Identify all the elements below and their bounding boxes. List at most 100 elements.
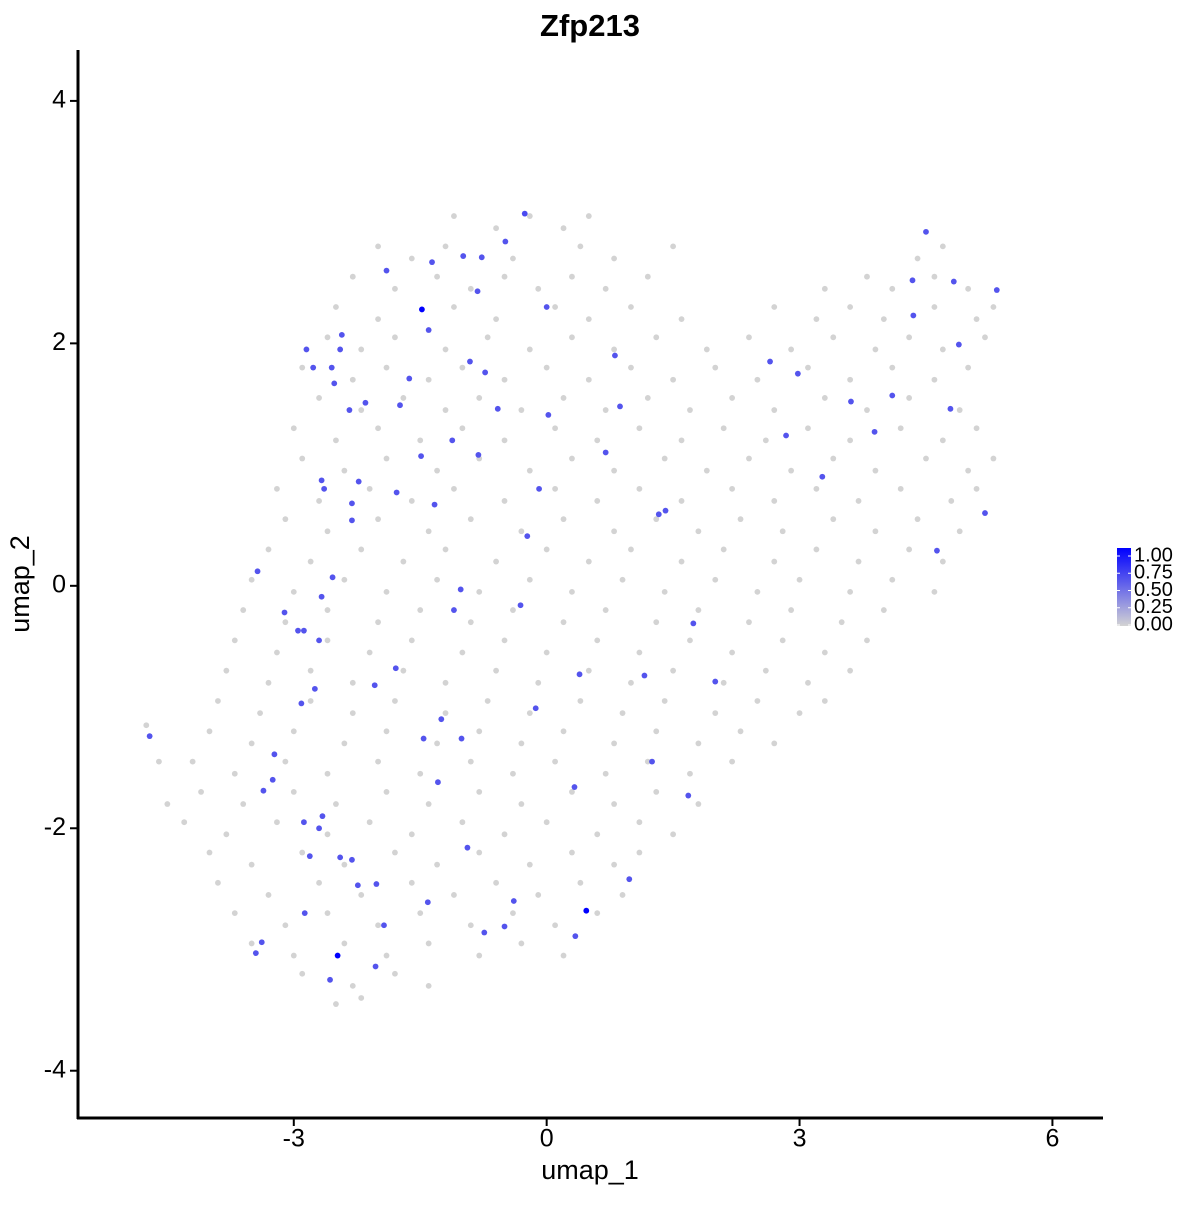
cell-point <box>939 346 946 353</box>
cell-point <box>670 667 677 674</box>
cell-point <box>655 511 662 518</box>
cell-point <box>459 649 466 656</box>
cell-point <box>746 334 752 341</box>
x-tick-label: 0 <box>540 1125 554 1153</box>
cell-point <box>889 285 896 292</box>
colorbar-ticks: 0.000.250.500.751.00 <box>1117 544 1173 635</box>
cell-point <box>240 801 247 807</box>
cell-point <box>248 576 255 583</box>
cell-point <box>602 407 609 413</box>
cell-point <box>301 819 307 826</box>
cell-point <box>418 453 424 460</box>
cell-point <box>316 637 322 644</box>
cell-point <box>481 929 488 936</box>
cell-point <box>602 770 609 777</box>
cell-point <box>324 831 331 838</box>
cell-point <box>478 254 485 261</box>
cell-point <box>712 364 719 371</box>
cell-point <box>290 588 297 595</box>
cell-point <box>729 395 736 401</box>
cell-point <box>687 407 693 413</box>
cell-point <box>847 667 854 674</box>
cell-point <box>611 528 618 535</box>
cell-point <box>543 649 550 656</box>
cell-point <box>328 364 335 371</box>
cell-point <box>923 228 929 235</box>
cell-point <box>493 225 499 232</box>
cell-point <box>358 346 365 353</box>
cell-point <box>451 213 457 219</box>
cell-point <box>354 882 361 889</box>
cell-point <box>467 922 474 929</box>
cell-point <box>897 485 904 492</box>
cell-point <box>424 899 431 906</box>
cell-point <box>510 770 516 777</box>
cell-point <box>737 516 744 523</box>
cell-point <box>467 758 474 765</box>
cell-point <box>889 392 896 399</box>
cell-point <box>569 455 575 462</box>
cell-point <box>331 380 338 387</box>
cell-point <box>796 576 803 583</box>
cell-point <box>536 485 542 492</box>
cell-point <box>501 923 508 930</box>
cell-point <box>333 437 339 444</box>
cell-point <box>476 728 483 735</box>
cell-point <box>973 425 980 432</box>
cell-point <box>931 376 938 383</box>
cell-point <box>847 376 854 383</box>
cell-point <box>493 667 499 674</box>
cell-point <box>269 776 276 783</box>
cell-point <box>248 740 255 747</box>
cell-point <box>501 437 508 444</box>
cell-point <box>474 288 481 295</box>
cell-point <box>442 710 449 717</box>
cell-point <box>341 740 348 747</box>
cell-point <box>695 607 702 613</box>
cell-point <box>855 498 862 504</box>
cell-point <box>282 619 289 626</box>
cell-point <box>585 316 592 323</box>
cell-point <box>577 698 584 704</box>
cell-point <box>805 425 811 432</box>
cell-point <box>695 740 702 747</box>
cell-point <box>383 588 390 595</box>
cell-point <box>189 758 196 765</box>
cell-point <box>408 637 415 644</box>
cell-point <box>641 672 648 679</box>
cell-point <box>611 255 618 262</box>
cell-point <box>644 758 651 765</box>
cell-point <box>501 637 508 644</box>
cell-point <box>383 455 390 462</box>
cell-point <box>602 449 609 456</box>
cell-point <box>864 407 870 413</box>
cell-point <box>476 588 483 595</box>
cell-point <box>535 679 542 686</box>
cell-point <box>653 619 660 626</box>
cell-point <box>847 588 854 595</box>
cell-point <box>341 861 348 868</box>
x-tick-label: 3 <box>793 1125 807 1153</box>
cell-point <box>762 437 769 444</box>
cell-point <box>552 425 558 432</box>
cell-point <box>779 528 786 535</box>
cell-point <box>493 316 499 323</box>
cell-point <box>307 558 314 565</box>
cell-point <box>316 879 322 886</box>
cell-point <box>830 334 837 341</box>
cell-point <box>661 455 668 462</box>
cell-point <box>939 243 946 250</box>
cell-point <box>431 501 438 508</box>
cell-point <box>392 849 398 856</box>
cell-point <box>611 346 618 353</box>
cell-point <box>408 831 415 838</box>
cell-point <box>442 346 449 353</box>
cell-point <box>341 940 348 947</box>
cell-point <box>476 395 483 401</box>
cell-point <box>518 740 525 747</box>
cell-point <box>493 558 499 565</box>
cell-point <box>281 609 288 616</box>
cell-point <box>569 273 575 280</box>
cell-point <box>746 455 752 462</box>
